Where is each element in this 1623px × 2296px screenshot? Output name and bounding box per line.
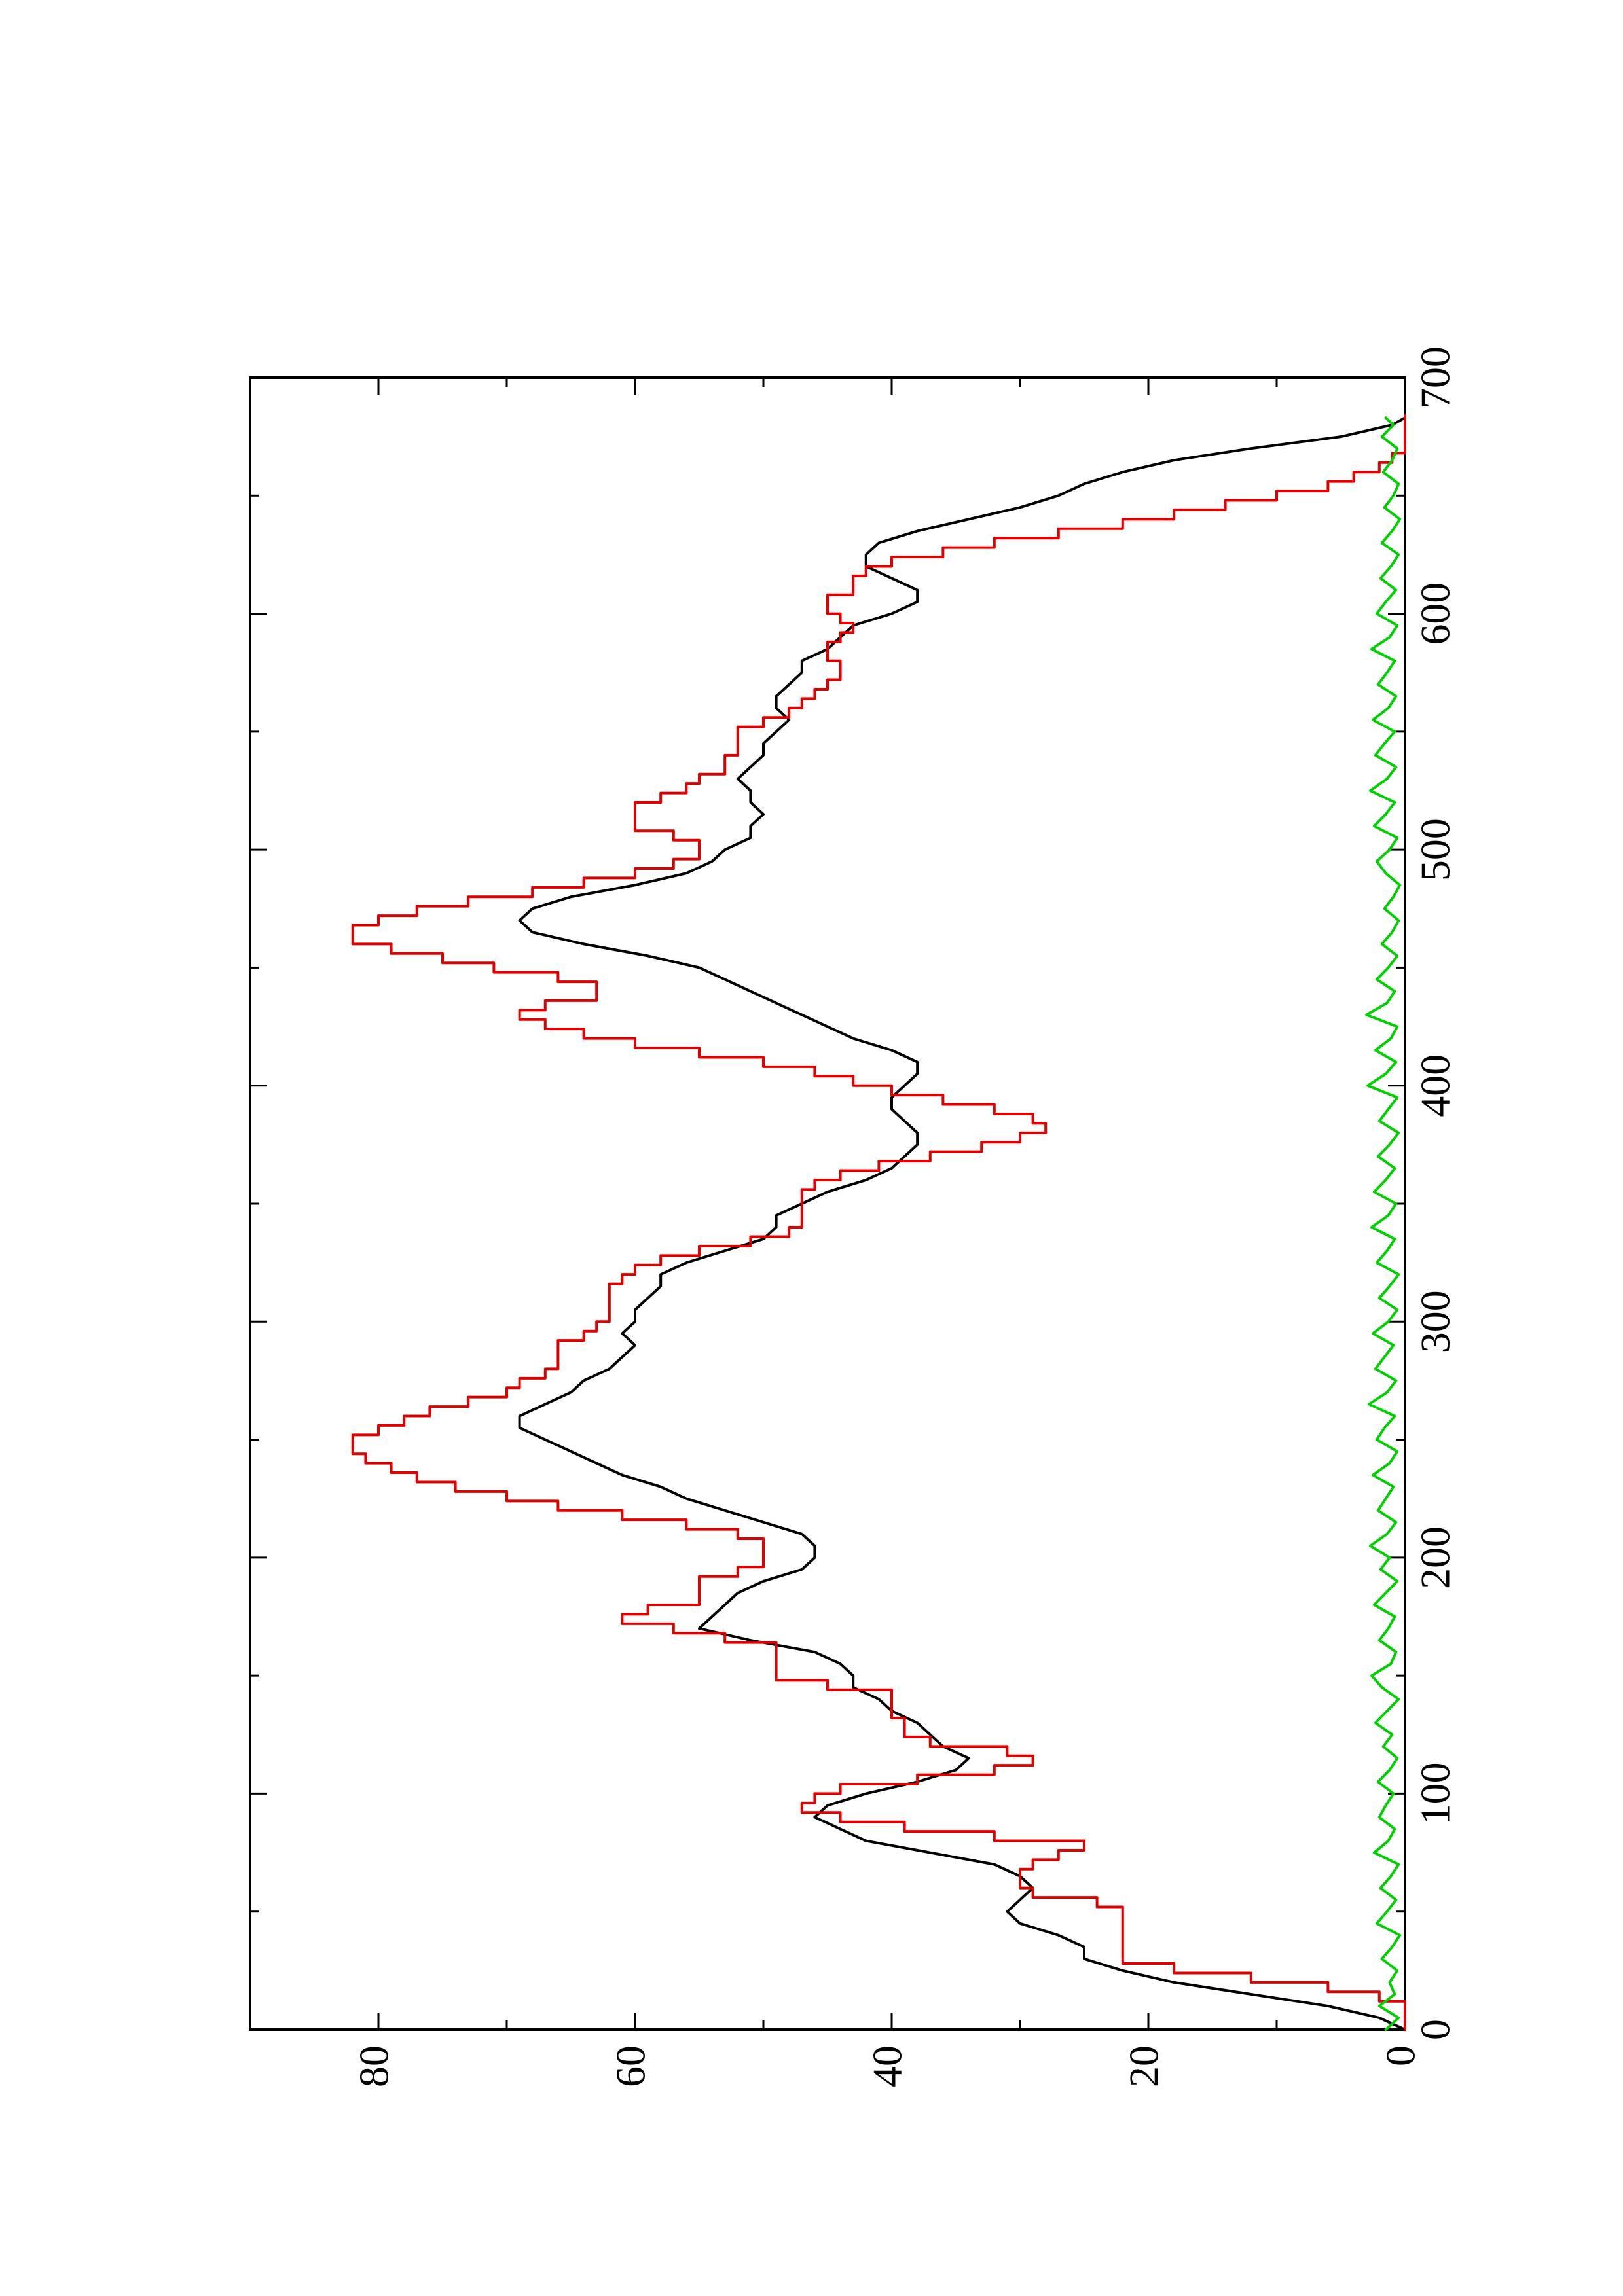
series-red-line	[351, 414, 1406, 2031]
x-tick-label: 0	[1412, 2019, 1459, 2040]
y-tick-label: 60	[608, 2045, 654, 2087]
x-tick-label: 600	[1412, 583, 1459, 645]
y-tick-label: 80	[351, 2045, 397, 2087]
y-tick-label: 0	[1377, 2045, 1424, 2066]
plot-frame	[249, 376, 1406, 2031]
y-tick-label: 20	[1121, 2045, 1167, 2087]
x-tick-label: 200	[1412, 1526, 1459, 1589]
x-tick-label: 100	[1412, 1762, 1459, 1825]
plot-area: 0 100 200 300 400 500 600 700 0 20 40 60 80	[249, 346, 1459, 2087]
y-tick-label: 40	[864, 2045, 911, 2087]
series-green-line	[1365, 416, 1402, 2031]
x-tick-label: 300	[1412, 1290, 1459, 1353]
x-tick-label: 400	[1412, 1054, 1459, 1117]
x-tick-label: 500	[1412, 818, 1459, 881]
x-tick-label: 700	[1412, 346, 1459, 409]
series-black-line	[518, 416, 1406, 2031]
